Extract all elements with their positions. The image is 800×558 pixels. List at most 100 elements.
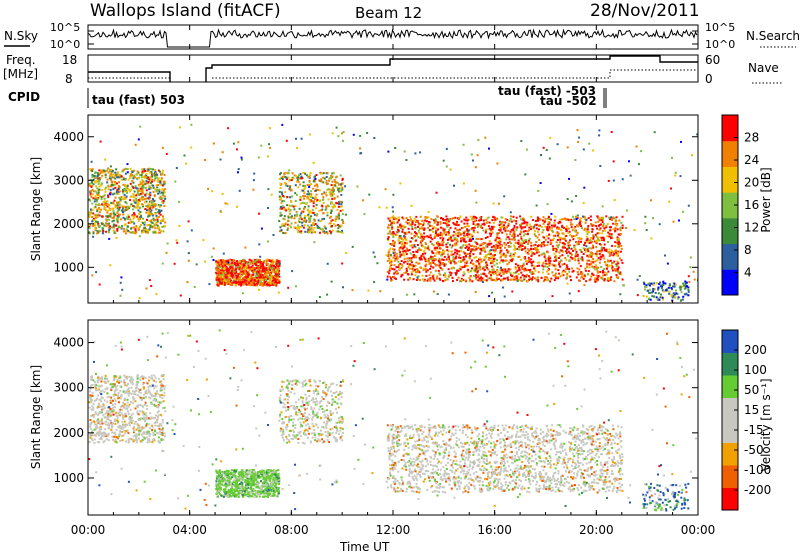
scatter-point: [99, 177, 102, 180]
scatter-point: [233, 281, 236, 284]
scatter-point: [541, 231, 544, 234]
scatter-point: [402, 238, 405, 241]
scatter-point: [130, 203, 133, 206]
scatter-point: [596, 215, 599, 218]
scatter-point: [283, 218, 286, 221]
scatter-point: [301, 177, 304, 180]
scatter-point: [620, 245, 623, 247]
scatter-point: [142, 186, 145, 189]
scatter-point: [419, 248, 422, 251]
scatter-point: [457, 260, 460, 263]
scatter-point: [101, 188, 104, 191]
scatter-point: [145, 180, 148, 183]
scatter-point: [299, 198, 302, 201]
scatter-point: [154, 170, 157, 173]
scatter-point: [322, 230, 325, 233]
scatter-point: [427, 260, 430, 262]
scatter-point: [402, 243, 405, 246]
scatter-point: [574, 235, 577, 237]
scatter-point: [484, 250, 487, 253]
scatter-point: [693, 278, 696, 281]
scatter-point: [402, 253, 405, 256]
scatter-point: [276, 276, 279, 279]
scatter-point: [161, 215, 164, 218]
scatter-point: [461, 266, 464, 269]
scatter-point: [100, 184, 103, 187]
scatter-point: [487, 277, 490, 280]
scatter-point: [255, 264, 258, 266]
scatter-point: [523, 220, 526, 223]
scatter-point: [473, 226, 476, 229]
scatter-point: [500, 279, 502, 282]
scatter-point: [121, 198, 124, 201]
scatter-point: [603, 227, 606, 230]
scatter-point: [504, 218, 507, 221]
scatter-point: [142, 196, 145, 199]
scatter-point: [542, 268, 545, 271]
scatter-point: [141, 191, 144, 193]
scatter-point: [596, 268, 599, 271]
scatter-point: [344, 185, 347, 188]
scatter-point: [129, 220, 132, 223]
scatter-point: [96, 172, 99, 175]
scatter-point: [502, 286, 504, 289]
scatter-point: [324, 208, 327, 211]
scatter-point: [615, 219, 617, 222]
scatter-point: [163, 205, 166, 207]
scatter-point: [507, 229, 510, 232]
scatter-point: [195, 263, 198, 266]
scatter-point: [616, 241, 619, 244]
scatter-point: [484, 242, 487, 244]
scatter-point: [611, 217, 614, 220]
scatter-point: [427, 278, 430, 281]
scatter-point: [575, 250, 578, 253]
scatter-point: [272, 276, 275, 279]
scatter-point: [520, 271, 523, 274]
scatter-point: [512, 215, 515, 218]
scatter-point: [441, 244, 444, 247]
scatter-point: [277, 265, 280, 268]
scatter-point: [458, 254, 461, 257]
scatter-point: [248, 283, 250, 286]
scatter-point: [562, 232, 565, 235]
scatter-point: [241, 263, 244, 266]
scatter-point: [215, 271, 218, 274]
scatter-point: [341, 218, 344, 221]
scatter-point: [547, 223, 550, 226]
scatter-point: [220, 272, 222, 275]
scatter-point: [231, 275, 233, 278]
scatter-point: [519, 215, 522, 218]
scatter-point: [546, 226, 549, 229]
scatter-point: [443, 274, 445, 277]
scatter-point: [340, 190, 342, 193]
scatter-point: [554, 215, 557, 218]
scatter-point: [386, 278, 389, 281]
scatter-point: [123, 196, 126, 199]
scatter-point: [576, 224, 578, 227]
scatter-point: [619, 233, 622, 236]
scatter-point: [240, 281, 242, 284]
scatter-point: [98, 169, 101, 172]
scatter-point: [526, 260, 529, 262]
scatter-point: [456, 252, 459, 255]
scatter-point: [334, 219, 337, 222]
scatter-point: [397, 264, 400, 266]
scatter-point: [130, 173, 132, 176]
scatter-point: [337, 224, 340, 226]
scatter-point: [464, 240, 467, 243]
scatter-point: [97, 182, 100, 185]
scatter-point: [437, 251, 440, 254]
scatter-point: [430, 228, 433, 231]
scatter-point: [452, 258, 455, 261]
scatter-point: [389, 266, 392, 269]
scatter-point: [90, 208, 92, 211]
nave-line: [88, 69, 698, 79]
scatter-point: [109, 191, 112, 194]
scatter-point: [472, 275, 475, 277]
scatter-point: [574, 248, 577, 251]
scatter-point: [425, 243, 427, 245]
scatter-point: [108, 206, 111, 209]
scatter-point: [104, 190, 107, 193]
scatter-point: [291, 178, 294, 180]
scatter-point: [491, 256, 494, 259]
